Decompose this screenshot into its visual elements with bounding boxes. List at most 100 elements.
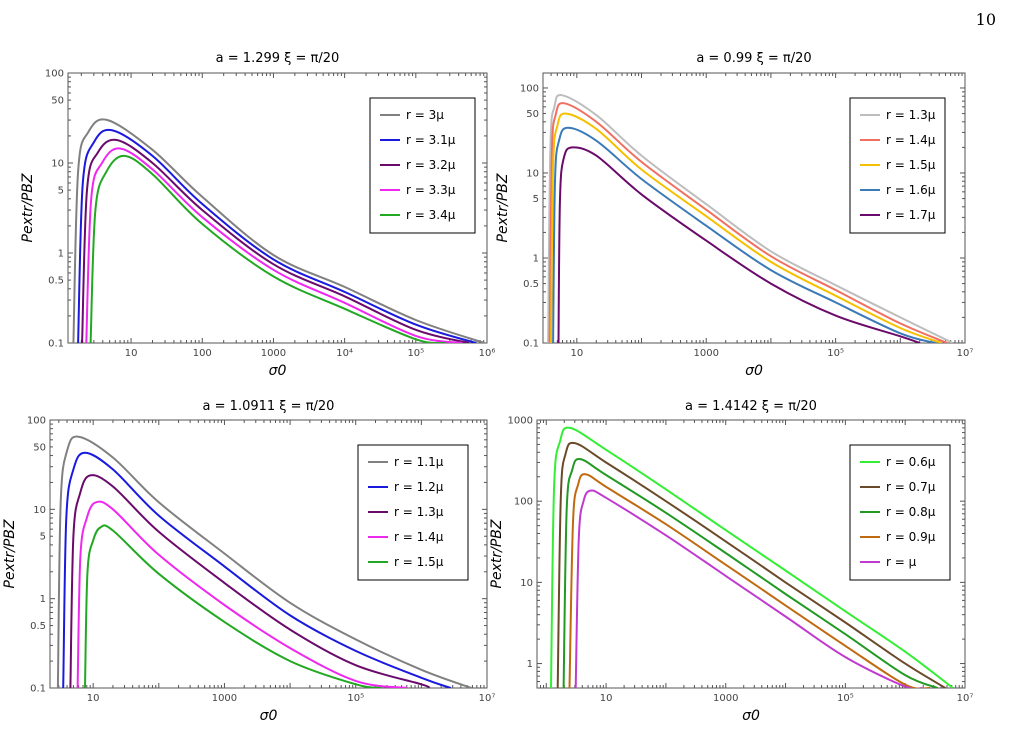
series-line: [77, 128, 477, 343]
y-tick-label: 0.1: [48, 339, 64, 350]
y-tick-label: 5: [40, 532, 46, 543]
x-tick-label: 10⁵: [347, 693, 364, 704]
y-tick-label: 10: [526, 168, 539, 179]
series-line: [556, 441, 946, 688]
y-axis-label: Pextr/PBZ: [2, 519, 18, 588]
legend-entry: r = 1.7μ: [886, 208, 936, 222]
x-tick-label: 10⁷: [957, 348, 974, 359]
legend-entry: r = 1.5μ: [886, 158, 936, 172]
y-tick-label: 1: [40, 594, 46, 605]
x-tick-label: 10⁵: [827, 348, 844, 359]
series-line: [574, 489, 922, 688]
y-tick-label: 10: [51, 159, 64, 170]
y-tick-label: 10: [33, 505, 46, 516]
plot-frame: [542, 72, 966, 344]
legend-entry: r = 0.9μ: [886, 530, 936, 544]
y-tick-label: 0.5: [48, 276, 64, 287]
x-axis-label: σ0: [269, 363, 287, 379]
x-tick-label: 10: [600, 693, 613, 704]
chart-title: a = 1.0911 ξ = π/20: [203, 399, 335, 414]
legend-entry: r = 1.2μ: [394, 480, 444, 494]
legend-entry: r = 3.1μ: [406, 133, 456, 147]
y-tick-label: 50: [33, 442, 46, 453]
legend-entry: r = 1.3μ: [886, 108, 936, 122]
x-tick-label: 10⁶: [479, 348, 496, 359]
x-tick-label: 10: [570, 348, 583, 359]
page-number: 10: [975, 10, 996, 29]
legend-entry: r = μ: [886, 555, 917, 569]
series-group: [547, 94, 954, 343]
legend-entry: r = 3.2μ: [406, 158, 456, 172]
series-group: [550, 426, 954, 688]
y-axis-label: Pextr/PBZ: [489, 519, 505, 588]
series-group: [72, 118, 485, 343]
series-line: [62, 451, 452, 688]
series-group: [56, 435, 472, 688]
y-tick-label: 5: [533, 194, 539, 205]
chart-panel-2: a = 0.99 ξ = π/20 0.1 0.5 1 5 10 50 100 10 1000 10…: [495, 51, 973, 379]
series-line: [69, 474, 431, 688]
series-line: [557, 146, 921, 343]
y-tick-label: 50: [51, 96, 64, 107]
x-axis-label: σ0: [742, 708, 760, 724]
series-line: [548, 102, 948, 343]
y-axis-label: Pextr/PBZ: [20, 173, 36, 242]
y-tick-label: 100: [520, 83, 539, 94]
legend-entry: r = 1.3μ: [394, 505, 444, 519]
legend-entry: r = 1.4μ: [886, 133, 936, 147]
y-tick-label: 1000: [508, 416, 533, 427]
plot-frame: [67, 72, 488, 344]
y-tick-label: 1: [527, 659, 533, 670]
series-line: [81, 138, 470, 343]
plot-frame: [49, 419, 488, 689]
chart-title: a = 1.299 ξ = π/20: [216, 51, 340, 66]
y-tick-label: 0.1: [523, 339, 539, 350]
y-tick-label: 0.5: [523, 279, 539, 290]
y-tick-label: 5: [58, 186, 64, 197]
legend-entry: r = 0.6μ: [886, 455, 936, 469]
series-line: [562, 458, 939, 688]
legend-entry: r = 0.7μ: [886, 480, 936, 494]
chart-title: a = 0.99 ξ = π/20: [696, 51, 811, 66]
y-axis-label: Pextr/PBZ: [495, 173, 511, 242]
y-tick-label: 100: [514, 497, 533, 508]
x-tick-label: 10⁷: [957, 693, 974, 704]
series-line: [72, 118, 485, 343]
chart-panel-1: a = 1.299 ξ = π/20 0.1 0.5 1 5 10 50 100 10 100 10…: [20, 51, 495, 379]
series-line: [552, 126, 936, 343]
y-tick-label: 0.5: [30, 621, 46, 632]
x-tick-label: 1000: [261, 348, 286, 359]
x-tick-label: 10⁷: [479, 693, 496, 704]
series-line: [547, 94, 954, 343]
series-line: [89, 154, 446, 343]
legend-entry: r = 0.8μ: [886, 505, 936, 519]
legend-entry: r = 1.4μ: [394, 530, 444, 544]
chart-panel-4: a = 1.4142 ξ = π/20 1 10 100 1000 10 1000 10⁵ 10…: [489, 399, 973, 724]
x-tick-label: 100: [193, 348, 212, 359]
y-tick-label: 100: [45, 69, 64, 80]
x-tick-label: 10⁴: [336, 348, 353, 359]
series-line: [56, 435, 472, 688]
x-tick-label: 10: [125, 348, 138, 359]
chart-title: a = 1.4142 ξ = π/20: [685, 399, 817, 414]
y-tick-label: 1: [533, 253, 539, 264]
x-tick-label: 10⁵: [407, 348, 424, 359]
series-line: [568, 473, 931, 688]
series-line: [76, 500, 407, 688]
y-tick-label: 1: [58, 249, 64, 260]
chart-panel-3: a = 1.0911 ξ = π/20 0.1 0.5 1 5 10 50 100 10 1000…: [2, 399, 495, 724]
legend-entry: r = 1.6μ: [886, 183, 936, 197]
y-tick-label: 50: [526, 109, 539, 120]
x-tick-label: 1000: [212, 693, 237, 704]
legend-entry: r = 3.4μ: [406, 208, 456, 222]
series-line: [85, 147, 463, 343]
x-axis-label: σ0: [745, 363, 763, 379]
x-tick-label: 10: [87, 693, 100, 704]
y-tick-label: 100: [27, 416, 46, 427]
legend-entry: r = 1.1μ: [394, 455, 444, 469]
legend-entry: r = 1.5μ: [394, 555, 444, 569]
series-line: [550, 112, 943, 343]
y-tick-label: 0.1: [30, 684, 46, 695]
y-tick-label: 10: [520, 578, 533, 589]
